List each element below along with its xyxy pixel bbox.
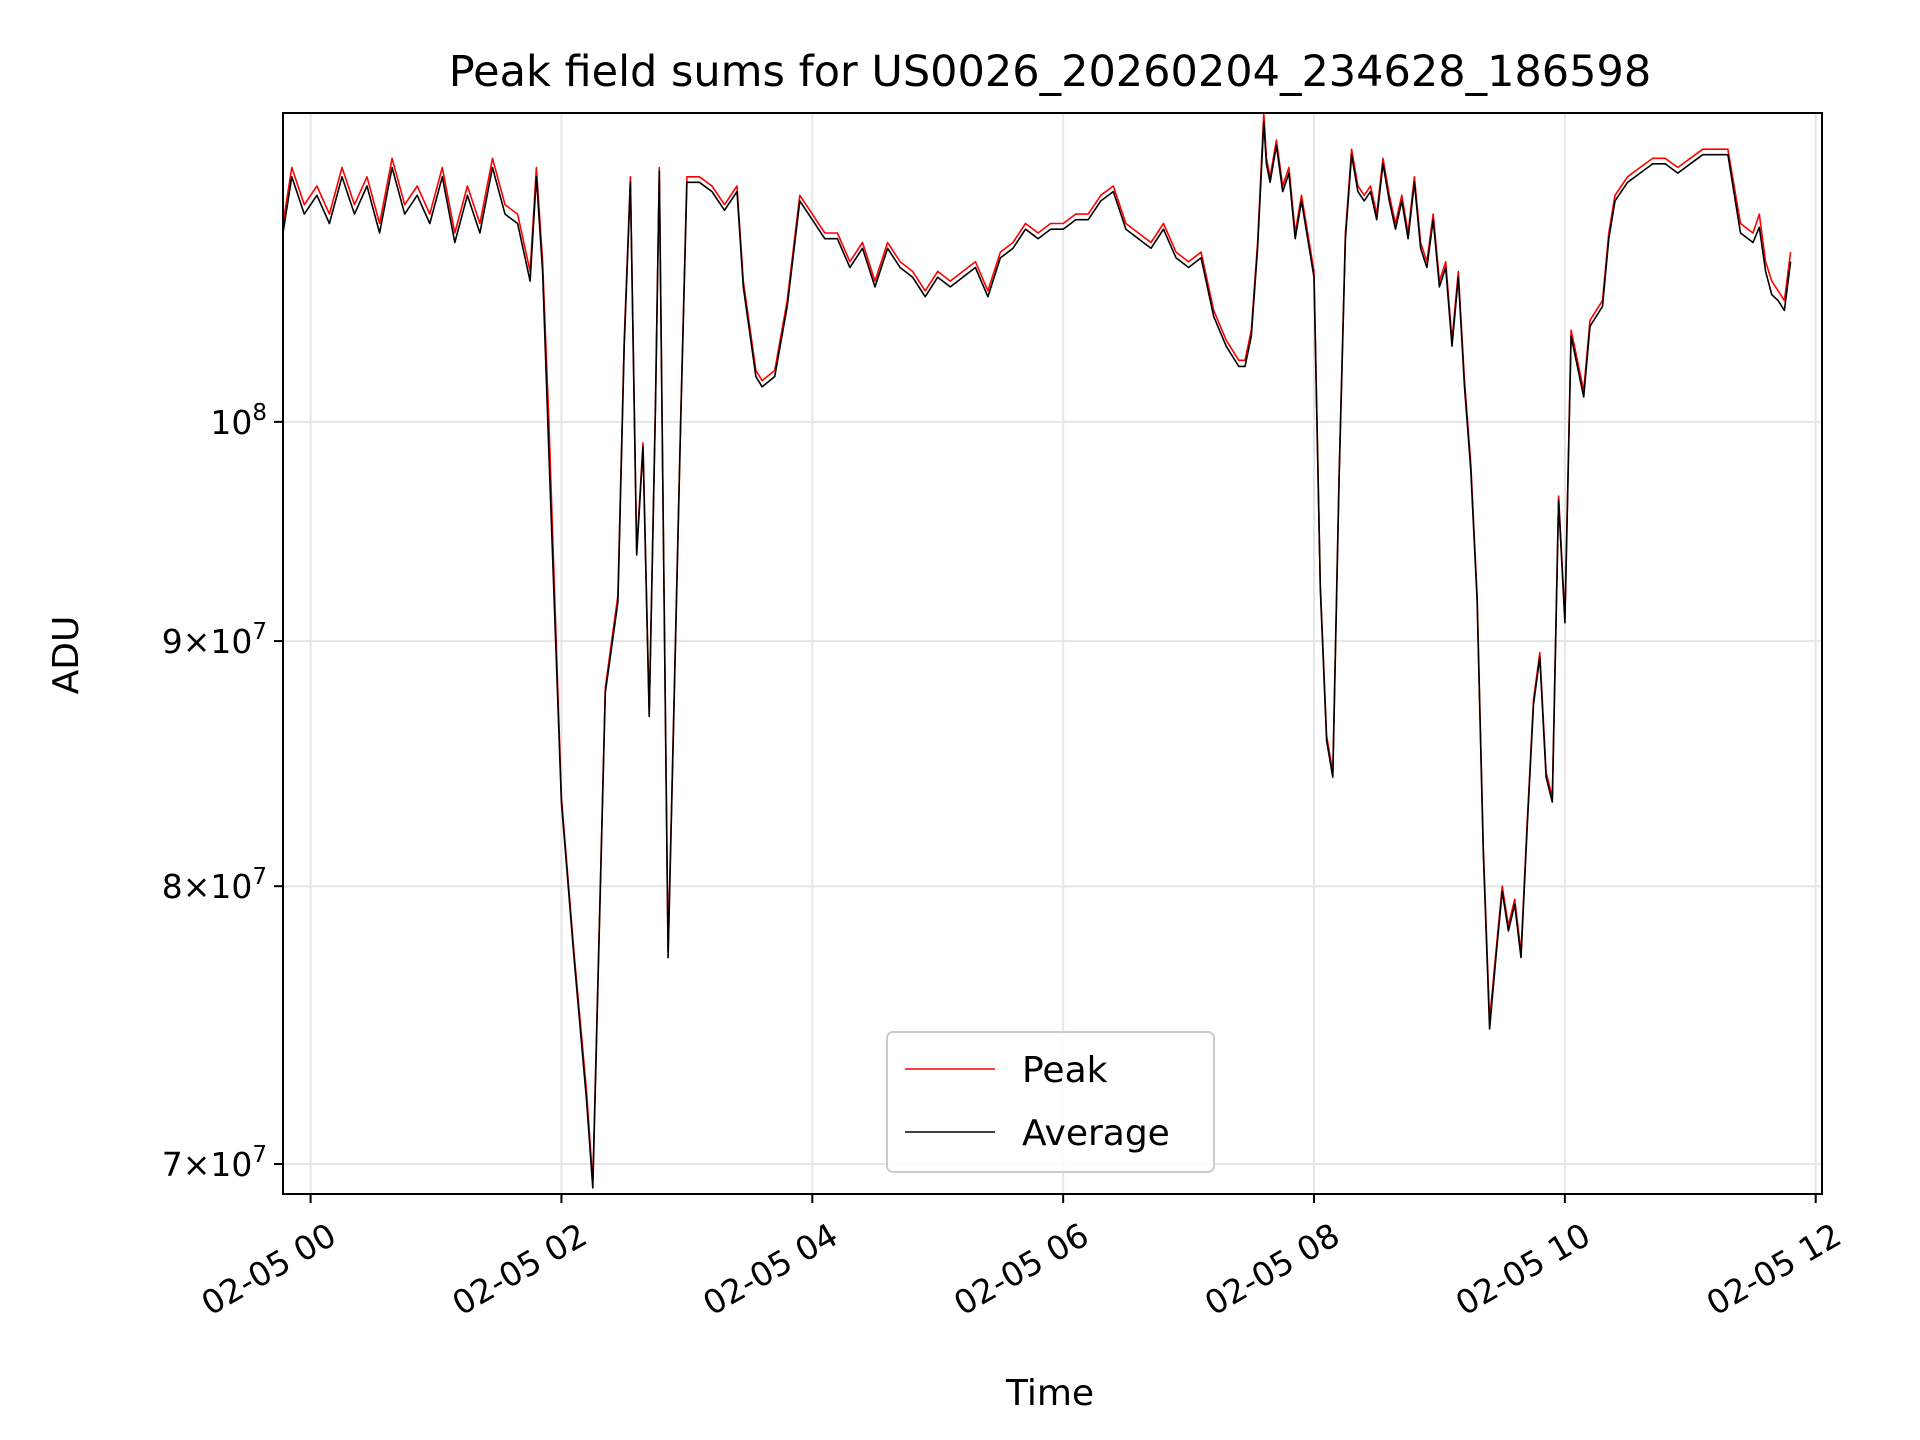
grid [283, 113, 1822, 1194]
legend: Peak Average [886, 1031, 1215, 1173]
series-line-average [283, 121, 1792, 1189]
legend-box [886, 1031, 1215, 1173]
legend-label-peak: Peak [1022, 1050, 1108, 1091]
x-tick-label: 02-05 08 [1198, 1215, 1346, 1323]
series-lines [283, 113, 1792, 1189]
y-axis-label: ADU [46, 616, 87, 695]
y-tick-label: 9×107 [162, 619, 267, 661]
y-tick-label: 108 [210, 400, 267, 442]
plot-frame [282, 112, 1823, 1195]
y-tick-label: 7×107 [162, 1142, 267, 1184]
x-tick-label: 02-05 10 [1449, 1215, 1597, 1323]
x-tick-label: 02-05 06 [947, 1215, 1095, 1323]
x-tick-label: 02-05 04 [696, 1215, 844, 1323]
x-tick-label: 02-05 00 [195, 1215, 343, 1323]
y-tick-label: 8×107 [162, 864, 267, 906]
chart-title: Peak field sums for US0026_20260204_2346… [449, 47, 1652, 97]
x-tick-label: 02-05 02 [445, 1215, 593, 1323]
x-tick-label: 02-05 12 [1700, 1215, 1848, 1323]
axis-ticks: 02-05 00 02-05 02 02-05 04 02-05 06 02-05 08… [162, 400, 1848, 1323]
x-axis-label: Time [1005, 1373, 1094, 1414]
legend-label-average: Average [1022, 1113, 1170, 1154]
